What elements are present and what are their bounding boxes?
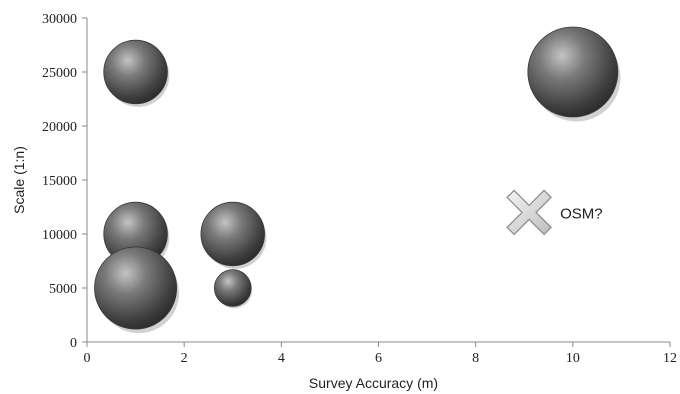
- y-tick-label: 0: [70, 336, 77, 351]
- x-tick-label: 8: [472, 351, 479, 366]
- bubble: [527, 26, 621, 122]
- y-tick-label: 15000: [42, 174, 77, 189]
- bubble: [200, 201, 267, 270]
- x-tick-label: 12: [663, 351, 677, 366]
- y-tick-label: 25000: [42, 66, 77, 81]
- annotation-label: OSM?: [560, 205, 603, 222]
- x-tick-label: 0: [84, 351, 91, 366]
- annotations: OSM?: [506, 189, 603, 236]
- x-axis-ticks: 0 2 4 6 8 10 12: [84, 342, 677, 366]
- cross-marker: [506, 189, 552, 236]
- y-axis-ticks: 0 5000 10000 15000 20000 25000 30000: [42, 12, 87, 351]
- bubble: [213, 269, 253, 309]
- x-tick-label: 2: [181, 351, 188, 366]
- y-tick-label: 30000: [42, 12, 77, 27]
- y-tick-label: 10000: [42, 228, 77, 243]
- y-axis-title: Scale (1:n): [11, 146, 27, 214]
- y-tick-label: 20000: [42, 120, 77, 135]
- bubbles: [94, 26, 621, 334]
- x-tick-label: 4: [278, 351, 285, 366]
- bubble: [94, 246, 180, 334]
- x-tick-label: 10: [566, 351, 580, 366]
- x-tick-label: 6: [375, 351, 382, 366]
- bubble: [103, 39, 170, 108]
- y-tick-label: 5000: [49, 282, 77, 297]
- x-axis-title: Survey Accuracy (m): [309, 375, 438, 391]
